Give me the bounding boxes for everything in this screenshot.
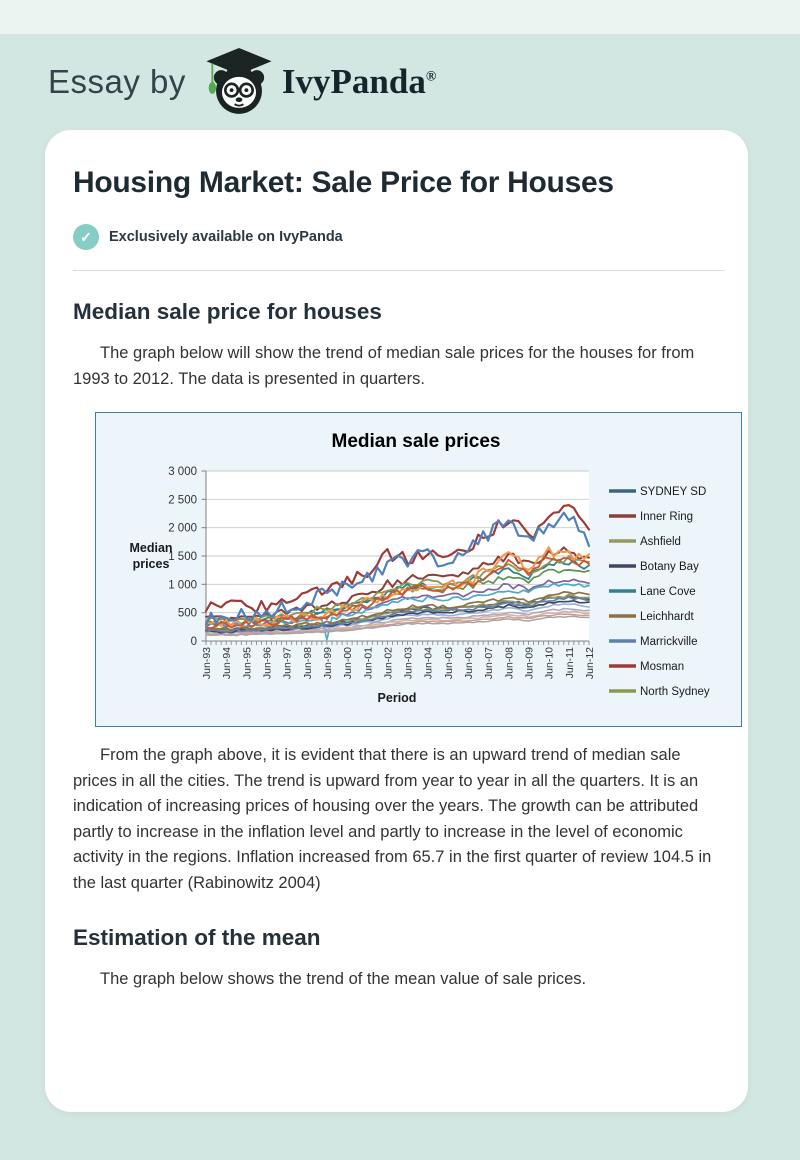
ivypanda-logo [202, 45, 276, 119]
y-tick-label: 2 500 [168, 494, 197, 506]
x-tick-label: Jun-93 [201, 647, 213, 679]
check-icon: ✓ [73, 224, 99, 250]
series-line-marrickville [205, 596, 590, 633]
legend-label: Inner Ring [640, 511, 693, 523]
heading-median-sale-price: Median sale price for houses [73, 299, 382, 324]
x-tick-label: Jun-00 [342, 647, 354, 679]
x-tick-label: Jun-96 [261, 647, 273, 679]
x-axis-title: Period [378, 691, 417, 705]
legend-label: Leichhardt [640, 611, 695, 623]
series-line [205, 546, 590, 628]
essay-by-label: Essay by [48, 63, 186, 100]
chart-frame: Median sale prices 0 500 1 000 1 500 2 000 2 5… [95, 412, 742, 728]
x-tick-label: Jun-06 [463, 647, 475, 679]
y-tick-label: 1 500 [168, 551, 197, 563]
median-sale-prices-figure: Median sale prices 0 500 1 000 1 500 2 000 2 5… [95, 412, 742, 728]
x-tick-label: Jun-95 [241, 647, 253, 679]
top-strip [0, 0, 800, 34]
x-tick-label: Jun-99 [322, 647, 334, 679]
x-tick-label: Jun-12 [584, 647, 596, 679]
x-tick-label: Jun-98 [302, 647, 314, 679]
legend-label: Marrickville [640, 636, 698, 648]
x-tick-label: Jun-05 [443, 647, 455, 679]
y-tick-label: 0 [191, 636, 197, 648]
series-line [205, 607, 590, 636]
y-tick-label: 1 000 [168, 579, 197, 591]
legend-label: Botany Bay [640, 561, 699, 573]
x-tick-label: Jun-94 [221, 647, 233, 679]
series-line-botany-bay [205, 600, 590, 634]
x-tick-label: Jun-97 [282, 647, 294, 679]
paragraph-analysis: From the graph above, it is evident that… [73, 746, 712, 892]
median-sale-prices-chart: Median sale prices 0 500 1 000 1 500 2 000 2 5… [96, 413, 741, 727]
y-tick-label: 500 [178, 608, 197, 620]
legend-label: Ashfield [640, 536, 681, 548]
x-tick-label: Jun-04 [423, 647, 435, 679]
paragraph-intro: The graph below will show the trend of m… [73, 344, 695, 388]
series-line [205, 613, 590, 636]
series-line [205, 615, 590, 637]
series-line [205, 556, 590, 630]
heading-estimation-of-mean: Estimation of the mean [73, 924, 321, 950]
y-tick-label: 3 000 [168, 466, 197, 478]
x-tick-label: Jun-11 [564, 647, 576, 678]
x-tick-label: Jun-01 [362, 647, 374, 679]
x-tick-label: Jun-08 [503, 647, 515, 679]
paragraph-estimation: The graph below shows the trend of the m… [100, 969, 587, 988]
legend-label: Lane Cove [640, 586, 696, 598]
essay-card: Housing Market: Sale Price for Houses ✓ … [45, 130, 748, 1112]
series-line-leichhardt [205, 591, 590, 632]
x-tick-label: Jun-10 [544, 647, 556, 679]
y-axis-title: Median prices [129, 541, 172, 571]
registered-mark: ® [425, 69, 437, 85]
x-tick-label: Jun-03 [403, 647, 415, 679]
badge-label: Exclusively available on IvyPanda [109, 229, 343, 245]
panda-graduate-icon [206, 47, 272, 114]
brand-text: IvyPanda [281, 62, 426, 101]
brand-name: IvyPanda® [282, 62, 436, 102]
x-tick-label: Jun-09 [524, 647, 536, 679]
exclusive-badge: ✓ Exclusively available on IvyPanda [73, 224, 740, 250]
legend-label: SYDNEY SD [640, 486, 706, 498]
chart-title: Median sale prices [332, 431, 501, 452]
series-line [204, 511, 591, 626]
x-tick-label: Jun-07 [483, 647, 495, 679]
divider [73, 270, 725, 271]
site-header: Essay by IvyPanda® [0, 34, 800, 130]
legend-label: Mosman [640, 661, 684, 673]
legend-label: North Sydney [640, 686, 710, 698]
x-tick-label: Jun-02 [382, 647, 394, 679]
y-tick-label: 2 000 [168, 523, 197, 535]
page-title: Housing Market: Sale Price for Houses [73, 166, 614, 199]
